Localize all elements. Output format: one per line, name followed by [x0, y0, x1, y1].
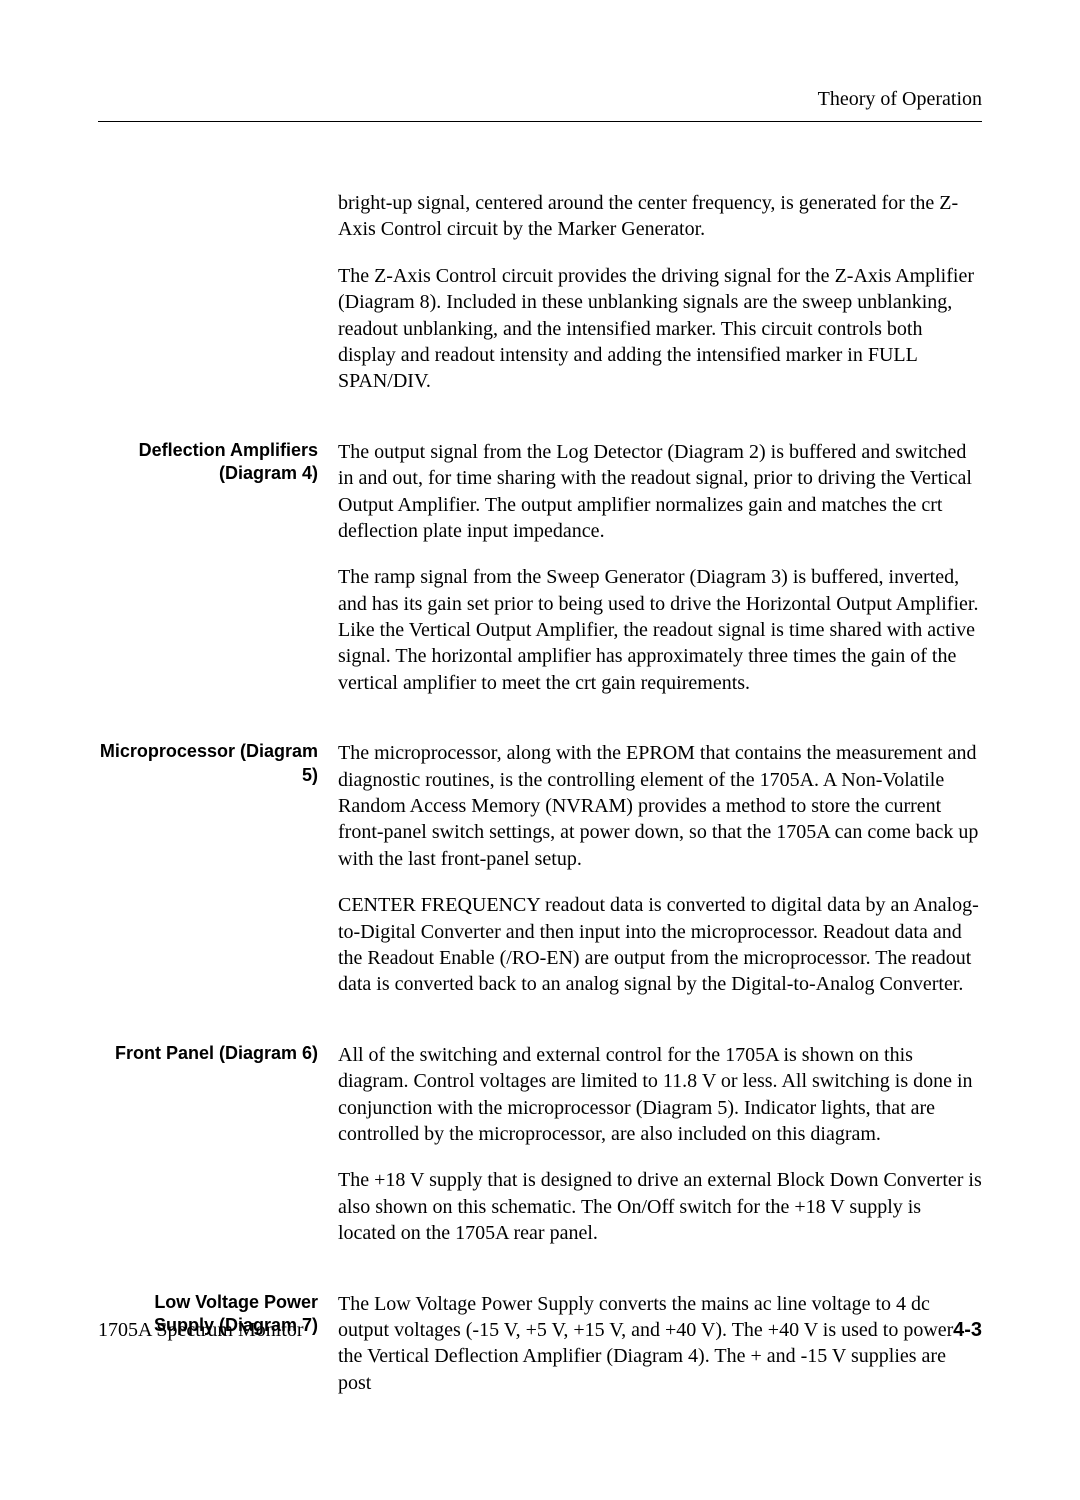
paragraph: The output signal from the Log Detector … [338, 439, 982, 545]
section-heading [98, 190, 338, 395]
paragraph: The +18 V supply that is designed to dri… [338, 1167, 982, 1246]
paragraph: The Z-Axis Control circuit provides the … [338, 263, 982, 395]
section-body: The output signal from the Log Detector … [338, 439, 982, 697]
paragraph: All of the switching and external contro… [338, 1042, 982, 1148]
section-intro: bright-up signal, centered around the ce… [98, 190, 982, 395]
section-body: The microprocessor, along with the EPROM… [338, 740, 982, 998]
paragraph: The Low Voltage Power Supply converts th… [338, 1291, 982, 1397]
footer-page-number: 4-3 [953, 1319, 982, 1342]
paragraph: bright-up signal, centered around the ce… [338, 190, 982, 243]
section-deflection-amplifiers: Deflection Amplifiers (Diagram 4) The ou… [98, 439, 982, 697]
section-front-panel: Front Panel (Diagram 6) All of the switc… [98, 1042, 982, 1247]
paragraph: CENTER FREQUENCY readout data is convert… [338, 892, 982, 998]
section-low-voltage-power-supply: Low Voltage Power Supply (Diagram 7) The… [98, 1291, 982, 1397]
paragraph: The ramp signal from the Sweep Generator… [338, 564, 982, 696]
footer-document-title: 1705A Spectrum Monitor [98, 1319, 304, 1342]
section-heading: Low Voltage Power Supply (Diagram 7) [98, 1291, 338, 1397]
section-body: All of the switching and external contro… [338, 1042, 982, 1247]
section-heading: Front Panel (Diagram 6) [98, 1042, 338, 1247]
section-heading: Microprocessor (Diagram 5) [98, 740, 338, 998]
paragraph: The microprocessor, along with the EPROM… [338, 740, 982, 872]
section-microprocessor: Microprocessor (Diagram 5) The microproc… [98, 740, 982, 998]
page-footer: 1705A Spectrum Monitor 4-3 [98, 1319, 982, 1342]
page-header-title: Theory of Operation [98, 88, 982, 111]
section-body: bright-up signal, centered around the ce… [338, 190, 982, 395]
document-page: Theory of Operation bright-up signal, ce… [0, 0, 1080, 1500]
section-body: The Low Voltage Power Supply converts th… [338, 1291, 982, 1397]
header-divider [98, 121, 982, 122]
section-heading: Deflection Amplifiers (Diagram 4) [98, 439, 338, 697]
